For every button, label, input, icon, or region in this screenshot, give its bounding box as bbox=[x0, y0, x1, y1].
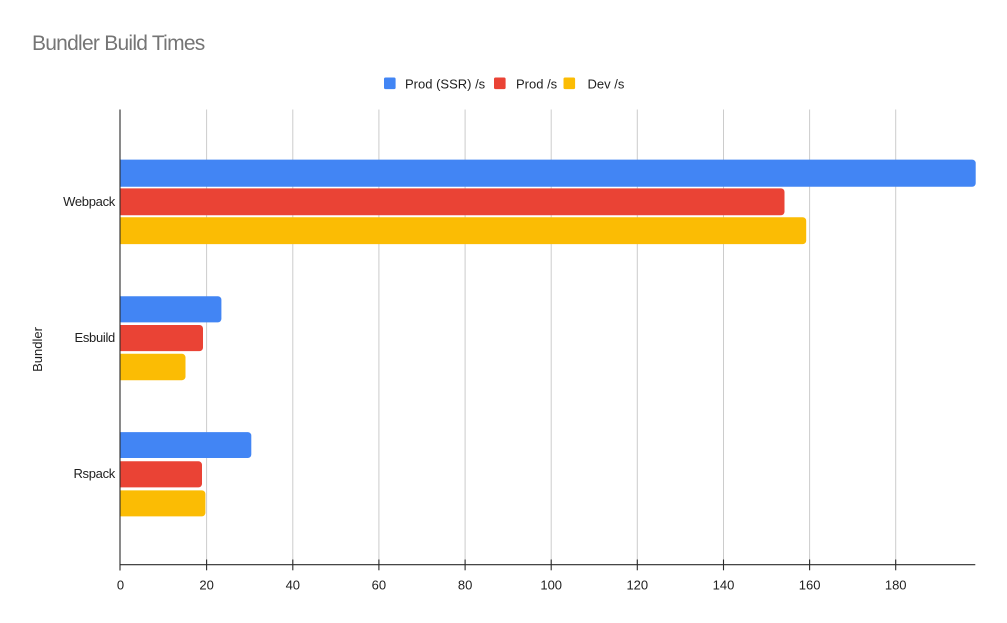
svg-text:0: 0 bbox=[117, 578, 124, 593]
svg-text:Rspack: Rspack bbox=[73, 466, 115, 481]
svg-text:160: 160 bbox=[799, 578, 821, 593]
svg-text:40: 40 bbox=[286, 578, 300, 593]
svg-text:Bundler Build Times: Bundler Build Times bbox=[32, 32, 205, 55]
svg-text:Dev /s: Dev /s bbox=[588, 77, 625, 92]
svg-text:Esbuild: Esbuild bbox=[74, 330, 115, 345]
svg-text:20: 20 bbox=[199, 578, 213, 593]
svg-text:120: 120 bbox=[626, 578, 648, 593]
svg-text:Webpack: Webpack bbox=[63, 194, 116, 209]
svg-text:180: 180 bbox=[885, 578, 907, 593]
svg-text:Prod /s: Prod /s bbox=[516, 77, 558, 92]
svg-text:80: 80 bbox=[458, 578, 472, 593]
svg-text:60: 60 bbox=[372, 578, 386, 593]
svg-text:140: 140 bbox=[713, 578, 735, 593]
svg-text:Prod (SSR) /s: Prod (SSR) /s bbox=[405, 77, 486, 92]
svg-text:100: 100 bbox=[540, 578, 562, 593]
svg-text:Bundler: Bundler bbox=[30, 326, 45, 371]
